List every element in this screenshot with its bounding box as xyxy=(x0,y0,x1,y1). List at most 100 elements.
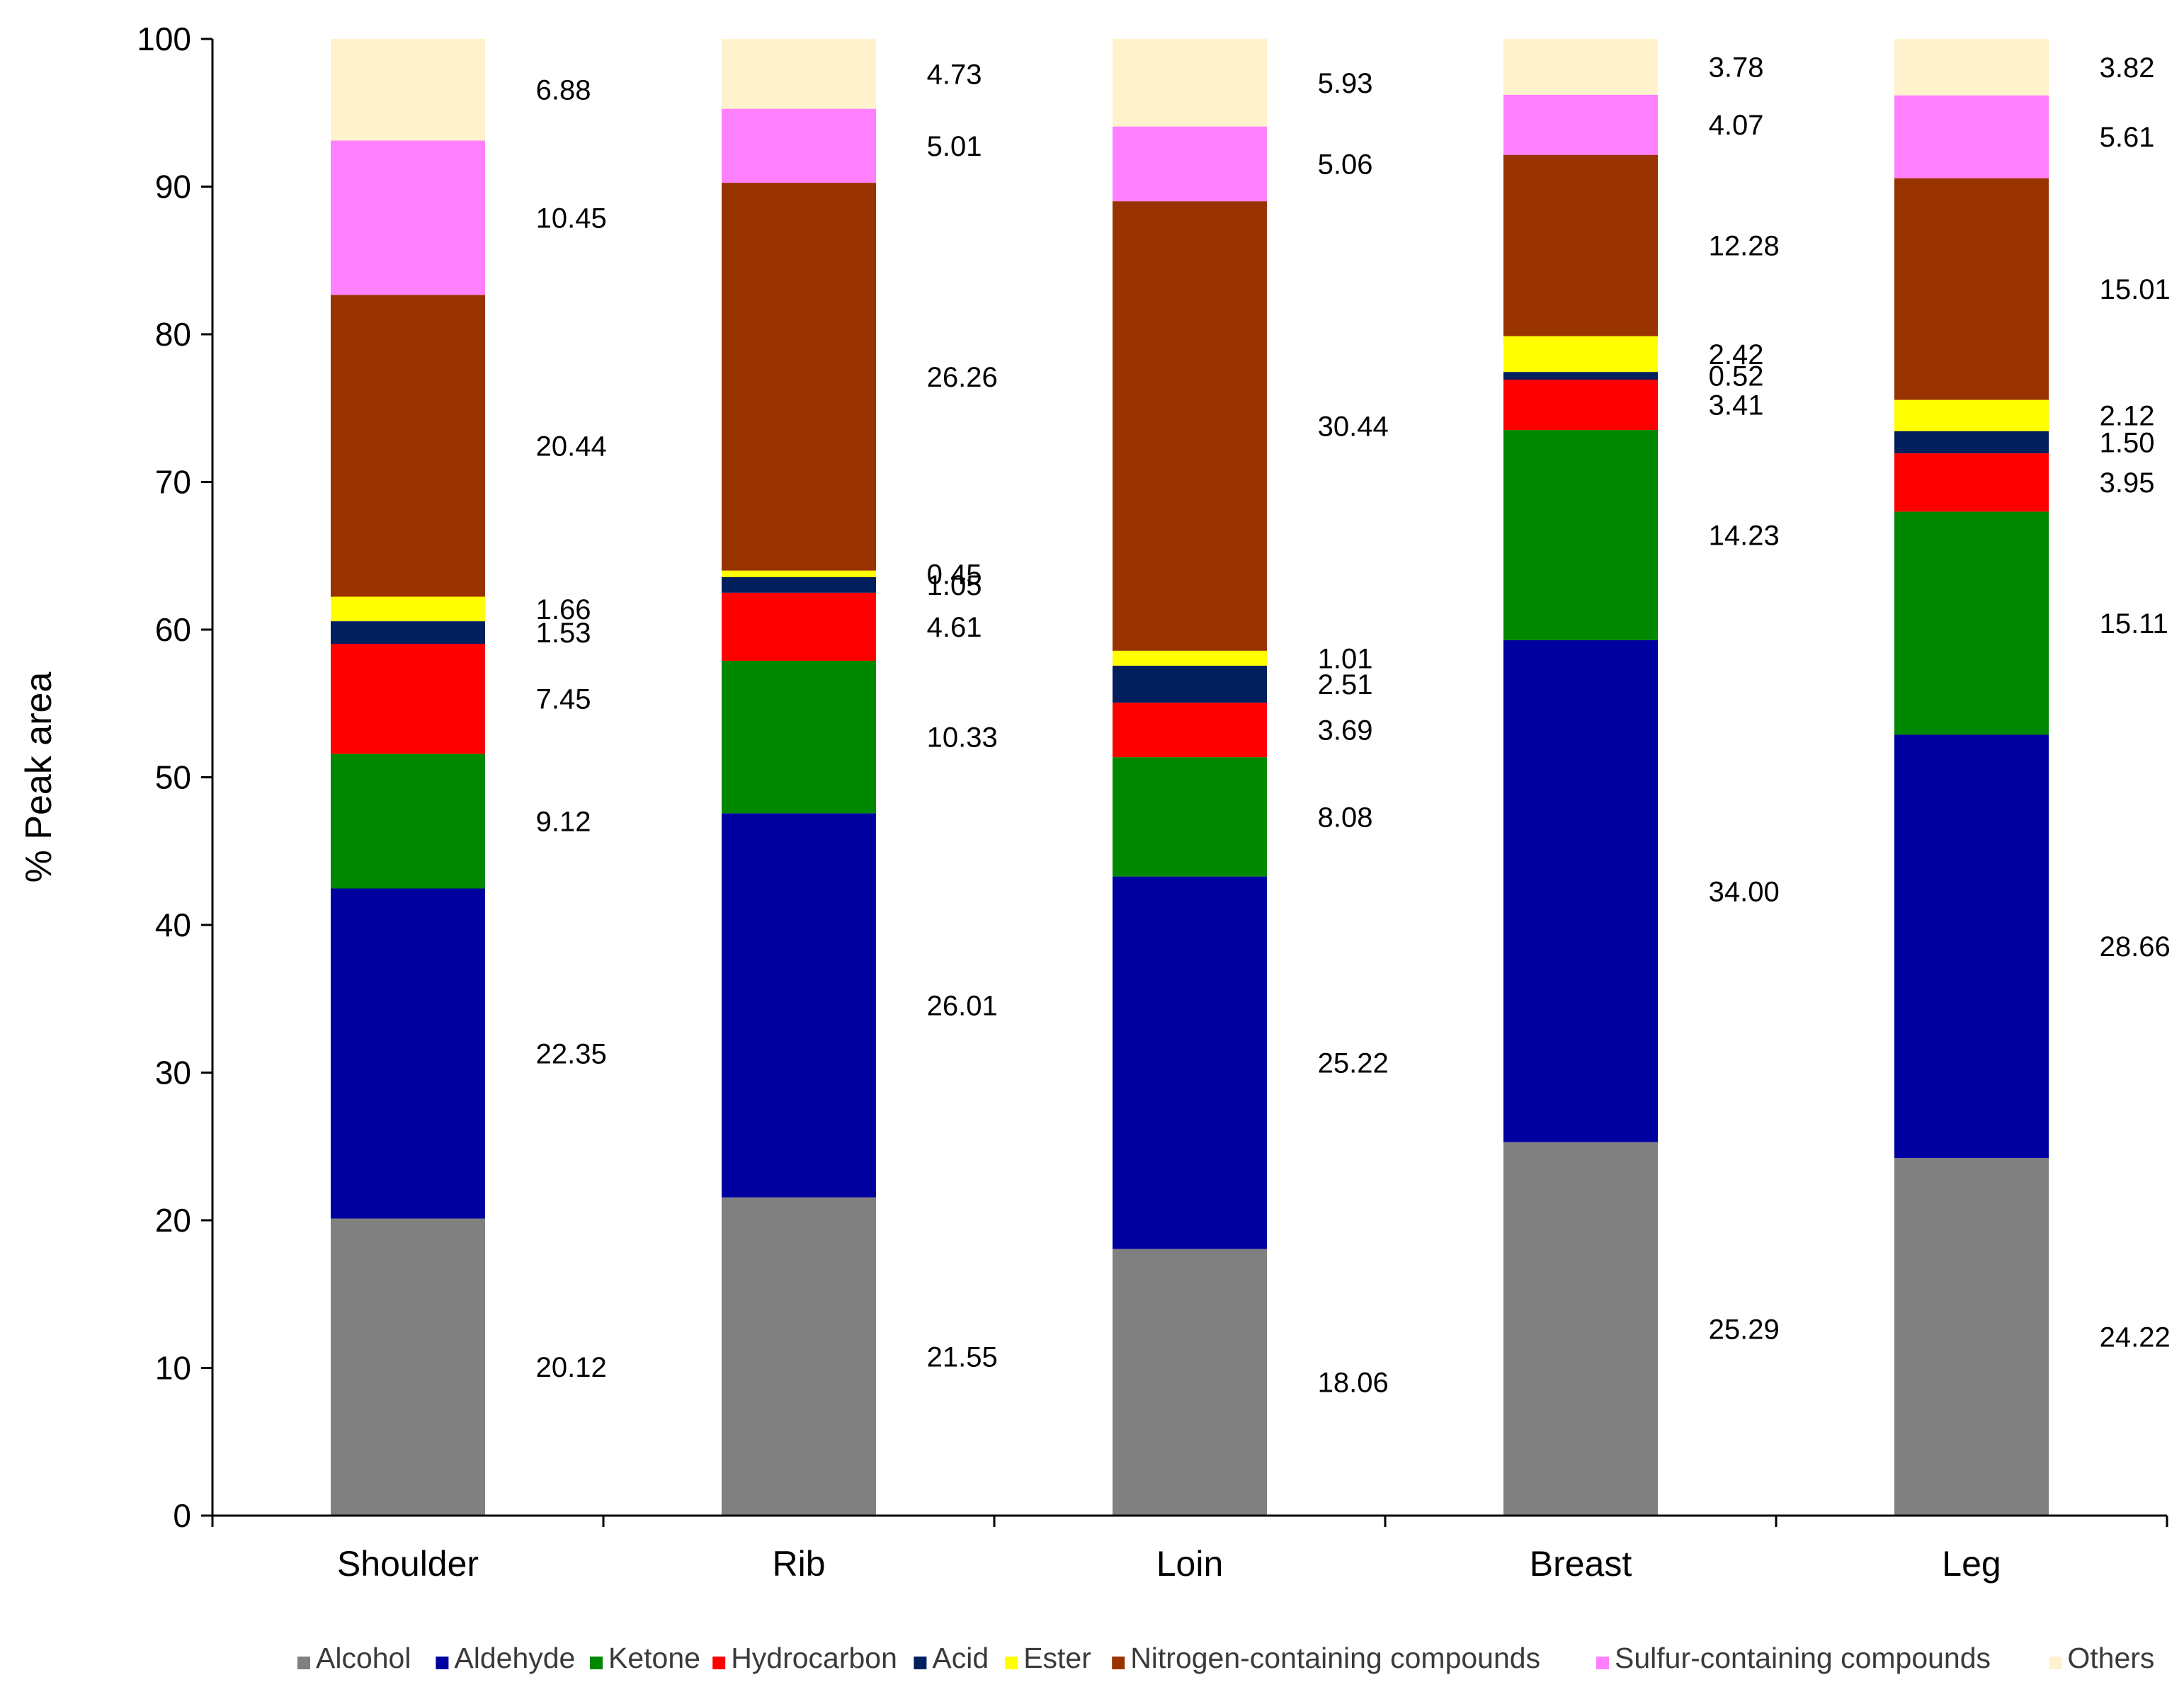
data-label-others-rib: 4.73 xyxy=(927,59,982,90)
bar-acid-shoulder xyxy=(331,621,485,644)
bar-nitrogen-containing-compounds-loin xyxy=(1113,201,1267,651)
y-tick-label: 10 xyxy=(155,1350,191,1387)
y-tick-label: 30 xyxy=(155,1055,191,1091)
data-labels-group: 20.12 22.35 9.12 7.45 1.531.66 20.44 10.45 6.88… xyxy=(536,52,2171,1398)
data-label-ketone-breast: 14.23 xyxy=(1709,520,1780,551)
legend-label-ketone: Ketone xyxy=(608,1642,700,1674)
bar-hydrocarbon-rib xyxy=(722,592,876,661)
legend-swatch-acid xyxy=(914,1657,927,1669)
legend-swatch-ketone xyxy=(590,1657,603,1669)
legend-label-hydrocarbon: Hydrocarbon xyxy=(731,1642,897,1674)
bar-sulfur-containing-compounds-loin xyxy=(1113,126,1267,202)
data-label-acid-shoulder: 1.53 xyxy=(536,618,591,649)
data-label-others-loin: 5.93 xyxy=(1318,68,1373,99)
data-label-ketone-leg: 15.11 xyxy=(2100,608,2168,640)
bar-nitrogen-containing-compounds-breast xyxy=(1503,154,1658,336)
data-label-nitrogen-containing-compounds-shoulder: 20.44 xyxy=(536,431,607,462)
bar-hydrocarbon-breast xyxy=(1503,380,1658,431)
data-label-acid-breast: 0.52 xyxy=(1709,361,1764,392)
bar-alcohol-rib xyxy=(722,1197,876,1516)
bar-ester-shoulder xyxy=(331,596,485,622)
data-label-alcohol-shoulder: 20.12 xyxy=(536,1352,607,1383)
data-label-others-shoulder: 6.88 xyxy=(536,75,591,106)
data-label-others-breast: 3.78 xyxy=(1709,52,1764,83)
legend-swatch-alcohol xyxy=(297,1657,310,1669)
data-label-hydrocarbon-breast: 3.41 xyxy=(1709,390,1764,421)
data-label-alcohol-breast: 25.29 xyxy=(1709,1314,1780,1345)
bar-sulfur-containing-compounds-rib xyxy=(722,108,876,183)
y-tick-label: 70 xyxy=(155,464,191,501)
bars-group xyxy=(331,39,2049,1516)
bar-aldehyde-loin xyxy=(1113,876,1267,1249)
y-tick-label: 90 xyxy=(155,169,191,205)
legend-label-alcohol: Alcohol xyxy=(316,1642,411,1674)
data-label-aldehyde-shoulder: 22.35 xyxy=(536,1038,607,1069)
y-tick-label: 60 xyxy=(155,611,191,648)
legend-label-nitrogen-containing-compounds: Nitrogen-containing compounds xyxy=(1130,1642,1540,1674)
data-label-others-leg: 3.82 xyxy=(2100,52,2155,84)
data-label-nitrogen-containing-compounds-leg: 15.01 xyxy=(2100,274,2171,305)
y-tick-label: 40 xyxy=(155,907,191,943)
bar-ester-breast xyxy=(1503,336,1658,373)
bar-alcohol-shoulder xyxy=(331,1218,485,1516)
bar-others-breast xyxy=(1503,39,1658,95)
bar-ketone-shoulder xyxy=(331,754,485,889)
bar-acid-breast xyxy=(1503,372,1658,380)
data-label-sulfur-containing-compounds-shoulder: 10.45 xyxy=(536,203,607,234)
data-label-sulfur-containing-compounds-breast: 4.07 xyxy=(1709,110,1764,141)
legend-swatch-sulfur-containing-compounds xyxy=(1596,1657,1609,1669)
data-label-alcohol-loin: 18.06 xyxy=(1318,1368,1389,1399)
data-label-hydrocarbon-shoulder: 7.45 xyxy=(536,684,591,715)
bar-hydrocarbon-leg xyxy=(1894,453,2049,512)
bar-acid-rib xyxy=(722,576,876,593)
data-label-acid-leg: 1.50 xyxy=(2100,427,2155,458)
y-tick-label: 80 xyxy=(155,316,191,353)
x-tick-label: Breast xyxy=(1530,1544,1632,1584)
bar-ester-rib xyxy=(722,570,876,577)
bar-aldehyde-shoulder xyxy=(331,888,485,1219)
legend-swatch-others xyxy=(2049,1657,2062,1669)
data-label-hydrocarbon-rib: 4.61 xyxy=(927,612,982,643)
legend: Alcohol Aldehyde Ketone Hydrocarbon Acid Este… xyxy=(297,1642,2154,1674)
bar-ketone-leg xyxy=(1894,511,2049,735)
data-label-nitrogen-containing-compounds-loin: 30.44 xyxy=(1318,411,1389,442)
bar-others-shoulder xyxy=(331,39,485,141)
data-label-ester-leg: 2.12 xyxy=(2100,401,2155,432)
data-label-hydrocarbon-loin: 3.69 xyxy=(1318,715,1373,746)
data-label-ester-rib: 0.45 xyxy=(927,559,982,590)
bar-others-rib xyxy=(722,39,876,109)
data-label-aldehyde-rib: 26.01 xyxy=(927,991,998,1022)
data-label-hydrocarbon-leg: 3.95 xyxy=(2100,467,2155,499)
data-label-sulfur-containing-compounds-loin: 5.06 xyxy=(1318,149,1373,180)
bar-sulfur-containing-compounds-shoulder xyxy=(331,140,485,295)
x-tick-label: Shoulder xyxy=(337,1544,479,1584)
bar-nitrogen-containing-compounds-leg xyxy=(1894,178,2049,400)
bar-ester-leg xyxy=(1894,399,2049,431)
bar-alcohol-loin xyxy=(1113,1249,1267,1516)
data-label-ester-loin: 1.01 xyxy=(1318,643,1373,674)
bar-ester-loin xyxy=(1113,650,1267,666)
data-label-alcohol-leg: 24.22 xyxy=(2100,1322,2171,1353)
data-label-nitrogen-containing-compounds-breast: 12.28 xyxy=(1709,231,1780,262)
bar-aldehyde-breast xyxy=(1503,640,1658,1142)
bar-nitrogen-containing-compounds-rib xyxy=(722,183,876,571)
axes-group: 0 10 20 30 40 50 60 70 80 90 100 Shoulder Rib Loin Bre… xyxy=(137,21,2168,1584)
bar-ketone-rib xyxy=(722,660,876,814)
legend-label-acid: Acid xyxy=(932,1642,989,1674)
data-label-acid-loin: 2.51 xyxy=(1318,669,1373,700)
bar-acid-loin xyxy=(1113,665,1267,703)
legend-label-others: Others xyxy=(2067,1642,2154,1674)
legend-swatch-hydrocarbon xyxy=(712,1657,726,1669)
bar-nitrogen-containing-compounds-shoulder xyxy=(331,295,485,597)
legend-swatch-ester xyxy=(1005,1657,1018,1669)
bar-aldehyde-rib xyxy=(722,813,876,1198)
bar-sulfur-containing-compounds-breast xyxy=(1503,94,1658,155)
y-tick-label: 20 xyxy=(155,1202,191,1239)
data-label-aldehyde-breast: 34.00 xyxy=(1709,876,1780,907)
legend-label-aldehyde: Aldehyde xyxy=(454,1642,575,1674)
bar-ketone-breast xyxy=(1503,430,1658,640)
bar-alcohol-breast xyxy=(1503,1142,1658,1516)
y-tick-label: 50 xyxy=(155,759,191,796)
data-label-nitrogen-containing-compounds-rib: 26.26 xyxy=(927,362,998,393)
